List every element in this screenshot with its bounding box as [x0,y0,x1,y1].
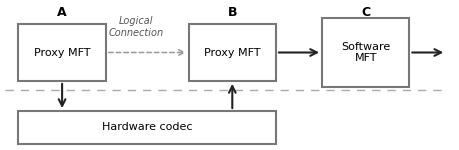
Text: Proxy MFT: Proxy MFT [34,48,90,57]
Text: B: B [227,6,236,19]
Text: Logical
Connection: Logical Connection [108,16,163,38]
Text: C: C [360,6,369,19]
FancyBboxPatch shape [18,111,275,144]
Text: Proxy MFT: Proxy MFT [204,48,260,57]
FancyBboxPatch shape [321,18,409,87]
Text: A: A [57,6,67,19]
FancyBboxPatch shape [188,24,275,81]
Text: Hardware codec: Hardware codec [102,123,192,132]
Text: Software
MFT: Software MFT [340,42,390,63]
FancyBboxPatch shape [18,24,106,81]
